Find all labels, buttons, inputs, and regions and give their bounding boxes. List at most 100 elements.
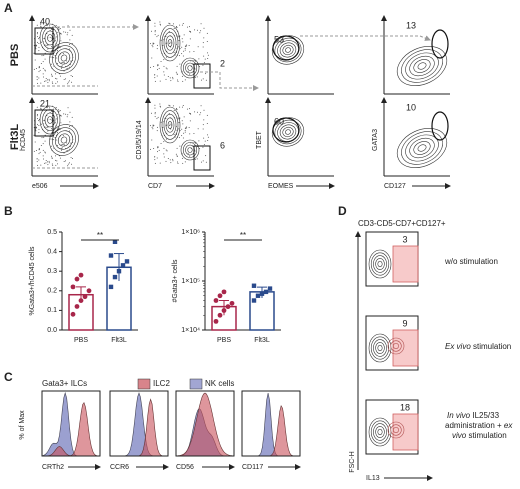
event-dot [38, 46, 40, 48]
event-dot [68, 162, 70, 164]
event-dot [63, 61, 65, 63]
event-dot [57, 32, 59, 34]
x-tick-label: Flt3L [111, 337, 127, 344]
event-dot [182, 123, 184, 125]
contour [393, 343, 399, 349]
event-dot [206, 122, 208, 124]
event-dot [71, 75, 73, 77]
event-dot [35, 126, 37, 128]
event-dot [197, 46, 199, 48]
event-dot [38, 71, 40, 73]
event-dot [181, 53, 183, 55]
event-dot [169, 77, 171, 79]
data-point [78, 272, 84, 278]
event-dot [70, 157, 72, 159]
event-dot [154, 116, 156, 118]
event-dot [203, 55, 205, 57]
event-dot [45, 77, 47, 79]
event-dot [166, 56, 168, 58]
event-dot [56, 118, 58, 120]
event-dot [182, 162, 184, 164]
event-dot [153, 65, 155, 67]
event-dot [157, 34, 159, 36]
contour [368, 333, 392, 363]
x-axis-label: EOMES [268, 183, 294, 190]
event-dot [173, 134, 175, 136]
event-dot [184, 131, 186, 133]
y-axis-label: hCD45 [20, 129, 27, 151]
event-dot [152, 128, 154, 130]
event-dot [67, 165, 69, 167]
event-dot [176, 155, 178, 157]
gate [431, 111, 449, 141]
y-axis-label: TBET [256, 130, 263, 149]
event-dot [200, 105, 202, 107]
event-dot [34, 59, 36, 61]
event-dot [196, 111, 198, 113]
event-dot [53, 57, 55, 59]
event-dot [151, 126, 153, 128]
event-dot [40, 105, 42, 107]
contour [375, 258, 385, 270]
event-dot [40, 108, 42, 110]
contour [187, 65, 193, 71]
data-point [259, 291, 265, 296]
event-dot [60, 62, 62, 64]
data-point [251, 298, 257, 303]
y-tick-label: 0.0 [47, 327, 57, 334]
event-dot [169, 159, 171, 161]
event-dot [188, 108, 190, 110]
event-dot [193, 133, 195, 135]
event-dot [178, 137, 180, 139]
event-dot [60, 122, 62, 124]
event-dot [33, 150, 35, 152]
event-dot [47, 48, 49, 50]
y-tick-label: 1×10⁴ [181, 327, 200, 334]
event-dot [36, 158, 38, 160]
event-dot [154, 31, 156, 33]
event-dot [181, 75, 183, 77]
event-dot [177, 162, 179, 164]
event-dot [158, 67, 160, 69]
event-dot [64, 78, 66, 80]
event-dot [172, 76, 174, 78]
event-dot [156, 126, 158, 128]
event-dot [58, 110, 60, 112]
contour [167, 121, 173, 129]
data-point [213, 298, 219, 303]
event-dot [63, 62, 65, 64]
event-dot [68, 130, 70, 132]
event-dot [47, 79, 49, 81]
event-dot [187, 153, 189, 155]
event-dot [153, 124, 155, 126]
event-dot [203, 27, 205, 29]
event-dot [179, 35, 181, 37]
caption-part: vivo [452, 431, 467, 440]
event-dot [156, 157, 158, 159]
event-dot [69, 111, 71, 113]
y-tick-label: 0.3 [47, 268, 57, 275]
event-dot [185, 127, 187, 129]
y-tick-label: 1×10⁵ [181, 278, 200, 285]
contour [368, 417, 392, 447]
legend-swatch [137, 378, 151, 390]
event-dot [38, 38, 40, 40]
caption-part: stimulation [471, 342, 511, 351]
event-dot [57, 128, 59, 130]
event-dot [51, 155, 53, 157]
event-dot [55, 106, 57, 108]
contour [159, 106, 181, 144]
event-dot [56, 78, 58, 80]
event-dot [38, 118, 40, 120]
event-dot [176, 65, 178, 67]
event-dot [198, 140, 200, 142]
event-dot [38, 148, 40, 150]
event-dot [40, 23, 42, 25]
event-dot [35, 67, 37, 69]
event-dot [33, 68, 35, 70]
event-dot [178, 46, 180, 48]
event-dot [56, 49, 58, 51]
event-dot [36, 161, 38, 163]
event-dot [168, 104, 170, 106]
event-dot [67, 163, 69, 165]
